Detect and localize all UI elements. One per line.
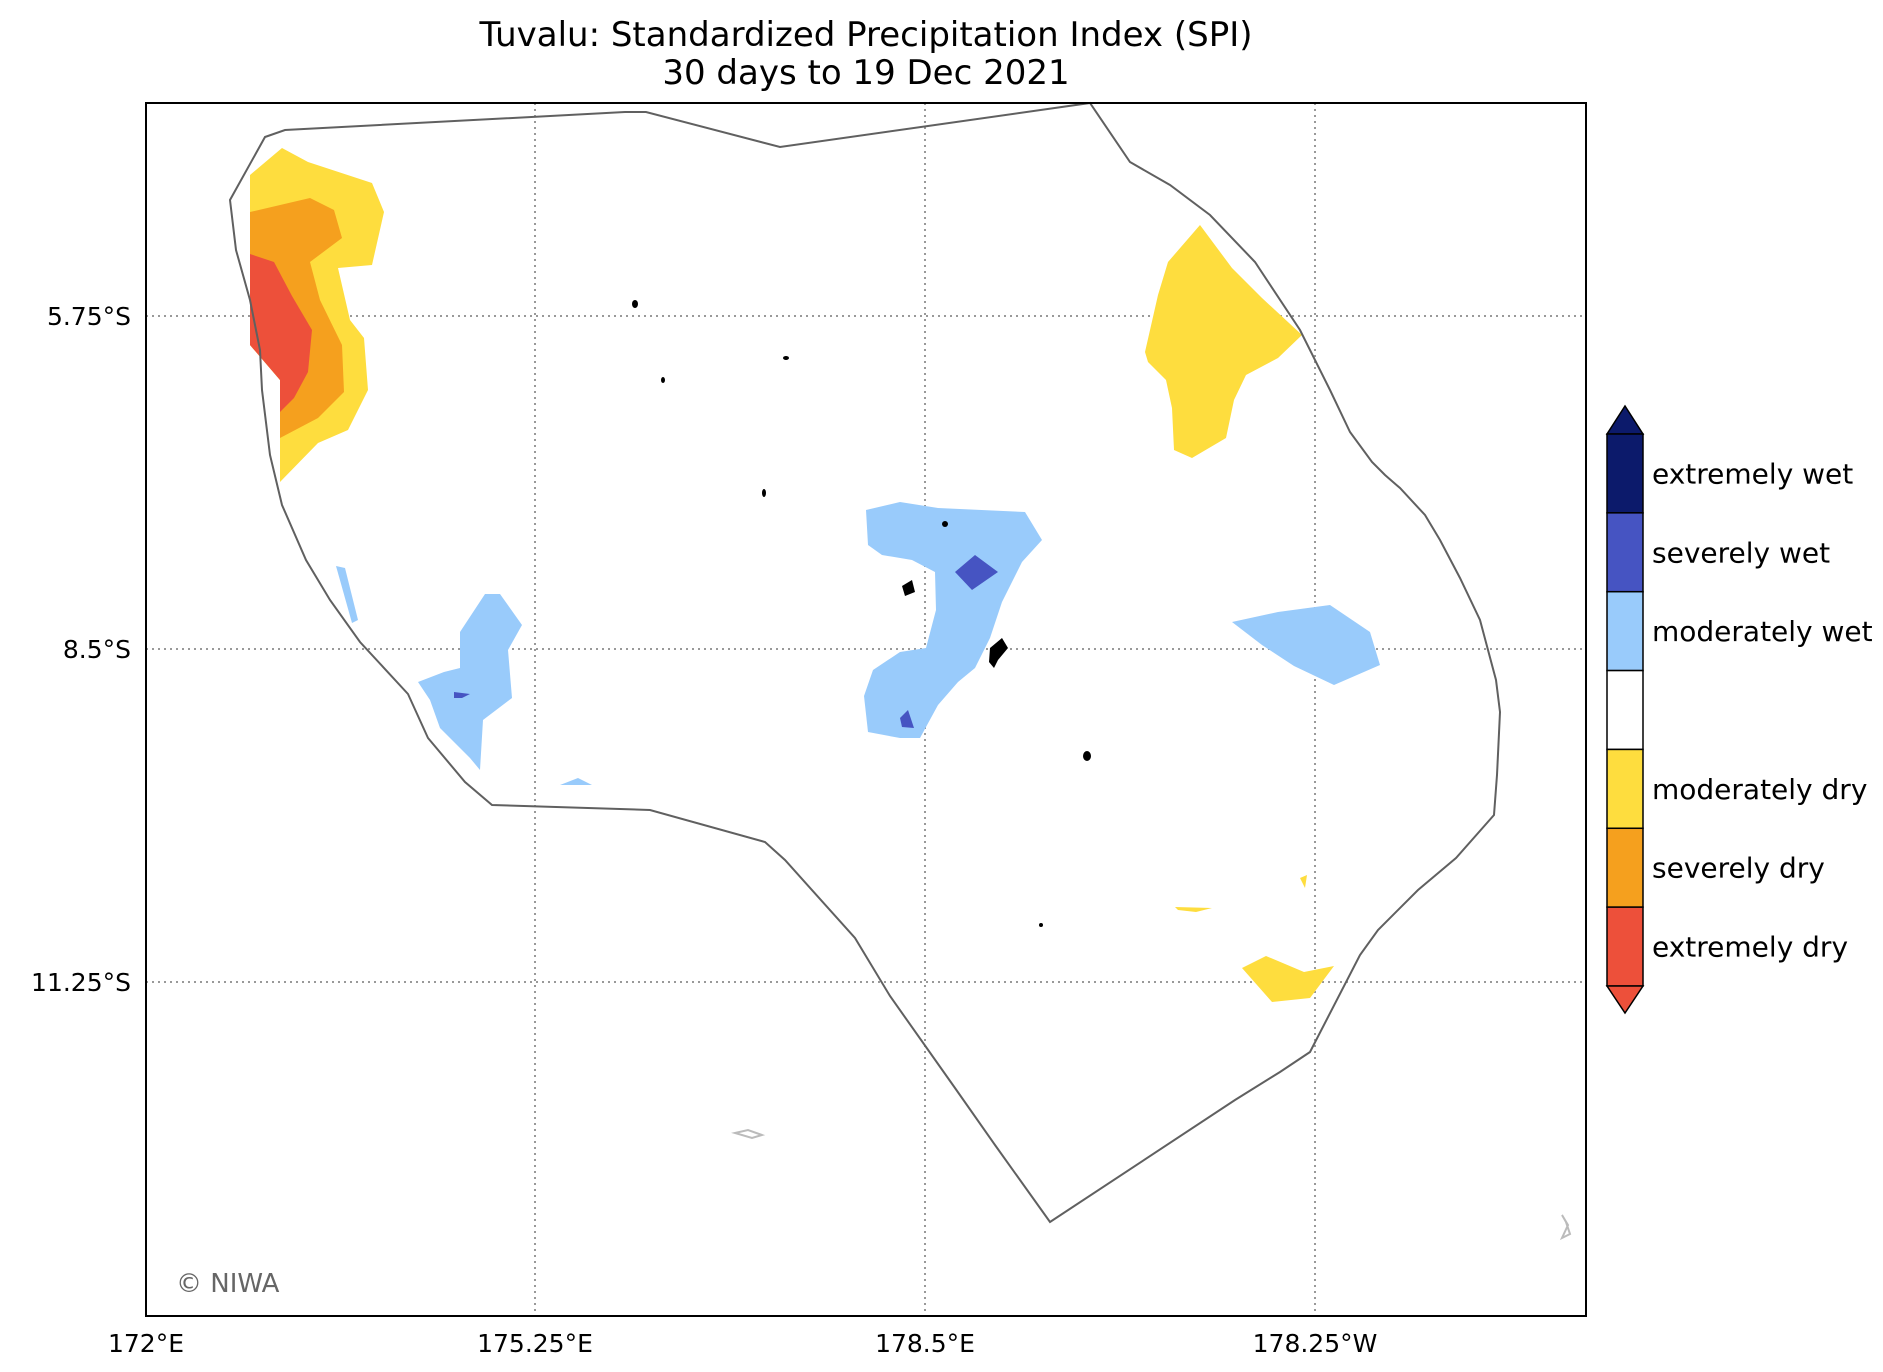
y-tick-label: 5.75°S [47,302,131,331]
outside-island-southeast [1559,1214,1572,1241]
tuvalu-islands [632,300,1091,927]
moderately-wet-area-central [864,502,1042,738]
y-tick-label: 11.25°S [31,968,131,997]
legend-swatch [1606,669,1644,751]
severely-wet-area-central [955,555,998,590]
extremely-dry-area-northwest [250,254,312,412]
legend-arrow-dry [1605,985,1645,1015]
spi-legend: extremely wet severely wet moderately wet m… [1605,404,1873,1015]
x-tick-label: 178.25°W [1253,1329,1378,1358]
moderately-dry-area-southeast [1242,956,1334,1002]
map-subtitle: 30 days to 19 Dec 2021 [662,53,1070,93]
moderately-wet-area-west [418,594,522,770]
legend-label: severely dry [1652,852,1825,885]
island-niutao [783,356,789,360]
x-tick-label: 178.5°E [875,1329,975,1358]
legend-swatch [1606,433,1644,514]
moderately-dry-area-northeast [1145,225,1302,458]
x-tick-label: 172°E [108,1329,184,1358]
legend-label: extremely dry [1652,931,1848,964]
moderately-wet-area-east [1232,605,1380,685]
legend-swatch [1606,906,1644,987]
map-title: Tuvalu: Standardized Precipitation Index… [479,15,1253,55]
severely-wet-area-central-south [900,710,914,728]
y-tick-label: 8.5°S [63,635,131,664]
legend-label: moderately dry [1652,773,1867,806]
legend-label: moderately wet [1652,615,1873,648]
legend-arrow-wet [1605,404,1645,435]
moderately-dry-area-small-2 [1300,875,1307,888]
moderately-wet-area-west-strip [336,566,358,623]
island-vaitupu [942,521,948,527]
island-nanumea [632,300,638,308]
niwa-credit: © NIWA [176,1269,280,1299]
legend-labels: extremely wet severely wet moderately wet m… [1652,457,1873,963]
eez-boundary [228,101,1502,1224]
island-funafuti [989,638,1008,668]
map-frame-border [145,102,1587,1317]
legend-swatch [1606,590,1644,672]
moderately-dry-area-small-1 [1175,907,1212,912]
x-tick-label: 175.25°E [477,1329,593,1358]
island-nukulaelae [1083,751,1091,761]
legend-label: severely wet [1652,536,1830,569]
legend-swatch [1606,748,1644,830]
outside-island-south [731,1128,766,1140]
legend-swatch [1606,827,1644,908]
legend-swatch [1606,512,1644,593]
spi-anomaly-areas [250,148,1380,1002]
severely-wet-area-west [454,692,470,698]
moderately-wet-area-south-sliver [560,778,592,785]
outside-islands [731,1128,1572,1241]
island-nukufetau [902,580,915,596]
island-nanumanga [661,377,665,383]
legend-segments [1606,433,1644,987]
island-niulakita [1039,923,1043,927]
island-nui [762,489,766,497]
legend-label: extremely wet [1652,457,1853,490]
